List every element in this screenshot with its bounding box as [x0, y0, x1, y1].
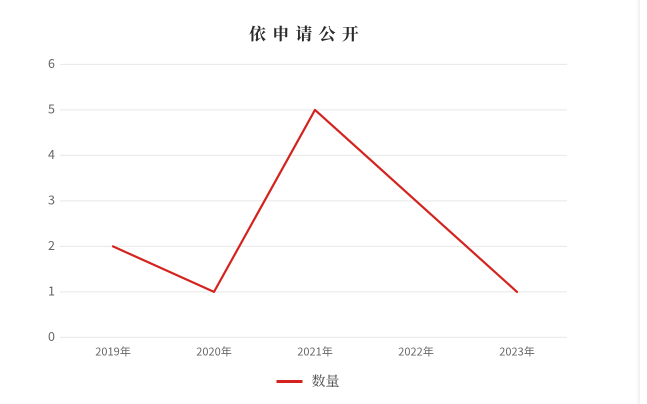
- svg-text:2022年: 2022年: [398, 343, 433, 359]
- svg-text:0: 0: [48, 326, 55, 345]
- svg-text:2020年: 2020年: [196, 343, 231, 359]
- svg-text:4: 4: [48, 144, 55, 163]
- svg-text:1: 1: [48, 281, 55, 300]
- svg-text:3: 3: [48, 190, 55, 209]
- svg-text:2023年: 2023年: [499, 343, 534, 359]
- svg-text:2: 2: [48, 235, 55, 254]
- svg-text:2019年: 2019年: [95, 343, 130, 359]
- svg-text:5: 5: [48, 99, 55, 118]
- svg-text:6: 6: [48, 53, 55, 72]
- svg-text:2021年: 2021年: [297, 343, 332, 359]
